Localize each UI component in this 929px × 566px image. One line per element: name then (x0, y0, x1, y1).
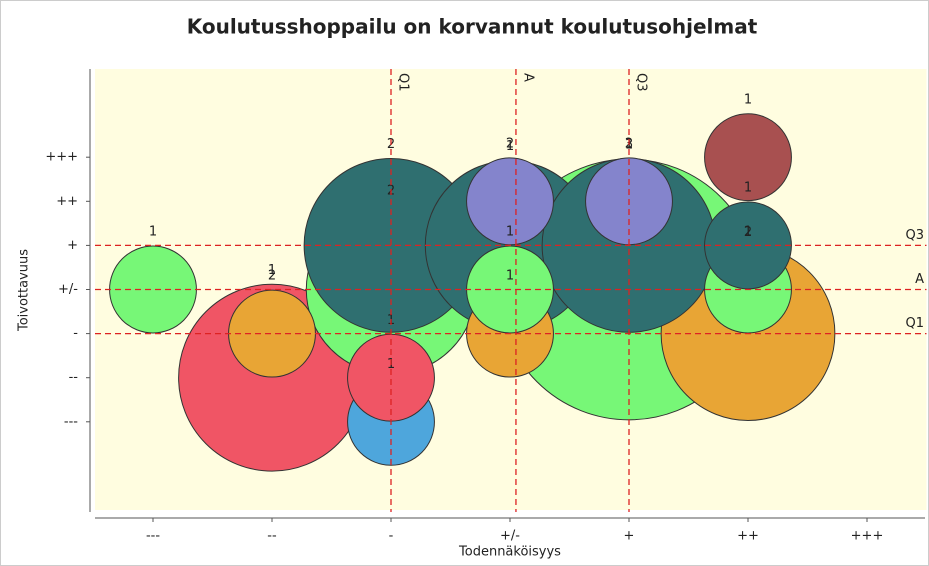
bubble-label: 1 (744, 180, 752, 195)
reference-label: Q1 (396, 73, 411, 92)
x-tick-label: --- (146, 529, 160, 544)
y-tick-label: ++ (56, 194, 78, 209)
bubble-label: 1 (506, 139, 514, 154)
reference-label: Q3 (905, 228, 924, 243)
bubble-label: 2 (744, 225, 752, 240)
bubble-label: 1 (268, 263, 276, 278)
bubble-label: 2 (506, 136, 514, 151)
bubble-label: 1 (744, 225, 752, 240)
x-axis-label: Todennäköisyys (458, 545, 561, 560)
x-tick-label: +++ (851, 529, 884, 544)
bubble-label: 1 (149, 225, 157, 240)
bubble-label: 1 (625, 138, 633, 153)
bubble-label: 1 (506, 269, 514, 284)
x-tick-label: -- (267, 529, 277, 544)
y-tick-label: --- (64, 414, 78, 429)
bubble (109, 245, 197, 334)
y-tick-label: - (73, 326, 78, 341)
bubble-label: 1 (506, 225, 514, 240)
bubble-label: 2 (268, 269, 276, 284)
y-tick-label: -- (69, 370, 79, 385)
reference-label: Q3 (634, 73, 649, 92)
bubble (228, 289, 316, 378)
bubble (704, 113, 792, 202)
y-tick-label: + (67, 238, 78, 253)
chart-title: Koulutusshoppailu on korvannut koulutuso… (187, 15, 758, 39)
x-tick-label: ++ (737, 529, 759, 544)
y-axis-label: Toivottavuus (17, 249, 32, 332)
x-tick-label: - (389, 529, 394, 544)
bubble-label: 1 (744, 92, 752, 107)
x-tick-label: +/- (500, 529, 520, 544)
y-tick-label: +/- (58, 282, 78, 297)
reference-label: A (915, 272, 924, 287)
bubble (347, 333, 435, 422)
reference-label: Q1 (905, 316, 924, 331)
bubble (466, 157, 554, 246)
y-tick-label: +++ (45, 150, 78, 165)
x-tick-label: + (624, 529, 635, 544)
reference-label: A (520, 73, 535, 82)
